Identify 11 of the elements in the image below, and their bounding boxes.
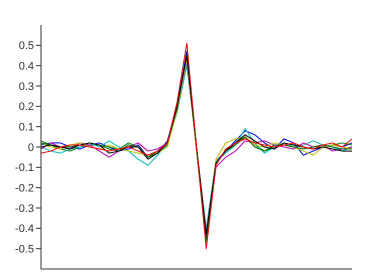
y-tick-label: 0.1 (18, 122, 34, 134)
y-tick-label: -0.1 (15, 162, 34, 174)
y-tick-label: -0.4 (15, 223, 34, 236)
y-tick-label: 0 (28, 142, 34, 154)
y-tick-label: -0.2 (15, 182, 34, 195)
y-tick-label: 0.5 (18, 40, 34, 52)
y-tick-label: -0.5 (15, 244, 34, 256)
y-tick-label: 0.3 (18, 80, 34, 93)
y-tick-label: 0.2 (18, 101, 34, 114)
y-tick-label: 0.4 (18, 60, 34, 73)
y-tick-label: -0.3 (15, 202, 34, 215)
